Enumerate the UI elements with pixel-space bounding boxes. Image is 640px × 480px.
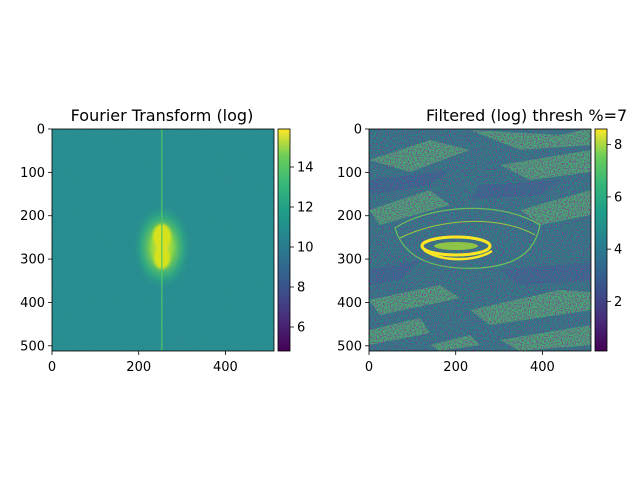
ft-x-tick-label: 200 (126, 360, 151, 375)
ft-y-tick-label: 500 (20, 339, 45, 354)
filtered-x-tick-label: 0 (365, 360, 373, 375)
filtered-colorbar-tick-label: 6 (614, 190, 622, 205)
ft-colorbar-tick-label: 8 (297, 281, 305, 296)
ft-y-tick-label: 400 (20, 296, 45, 311)
filtered-image (369, 129, 591, 351)
ft-axes-frame (51, 128, 275, 352)
filtered-axes-frame (368, 128, 592, 352)
filtered-axes: 0 200 400 0 100 200 300 400 500 (337, 123, 555, 376)
ft-y-tick-label: 200 (20, 209, 45, 224)
ft-colorbar-tick-label: 10 (297, 241, 314, 256)
ft-colorbar-ticks: 6 8 10 12 14 (290, 161, 314, 336)
filtered-y-tick-label: 100 (337, 166, 362, 181)
ft-image (52, 129, 274, 351)
filtered-y-tick-label: 0 (354, 123, 362, 138)
filtered-y-tick-label: 300 (337, 253, 362, 268)
ft-colorbar-tick-label: 12 (297, 201, 314, 216)
filtered-y-tick-label: 400 (337, 296, 362, 311)
filtered-colorbar (595, 129, 607, 351)
ft-title: Fourier Transform (log) (71, 106, 254, 125)
ft-y-tick-label: 300 (20, 253, 45, 268)
ft-y-tick-label: 0 (37, 123, 45, 138)
ft-x-tick-label: 0 (48, 360, 56, 375)
ft-colorbar-tick-label: 6 (297, 321, 305, 336)
filtered-colorbar-tick-label: 4 (614, 243, 622, 258)
ft-colorbar-tick-label: 14 (297, 161, 314, 176)
filtered-colorbar-tick-label: 8 (614, 138, 622, 153)
ft-axes: 0 200 400 0 100 200 300 400 500 (20, 123, 238, 376)
filtered-x-tick-label: 400 (530, 360, 555, 375)
filtered-title: Filtered (log) thresh %=7 (426, 106, 627, 125)
filtered-colorbar-ticks: 2 4 6 8 (607, 138, 622, 310)
ft-x-tick-label: 400 (213, 360, 238, 375)
ft-colorbar (278, 129, 290, 351)
ft-y-tick-label: 100 (20, 166, 45, 181)
filtered-y-tick-label: 200 (337, 209, 362, 224)
filtered-x-tick-label: 200 (443, 360, 468, 375)
filtered-y-tick-label: 500 (337, 339, 362, 354)
filtered-colorbar-tick-label: 2 (614, 295, 622, 310)
